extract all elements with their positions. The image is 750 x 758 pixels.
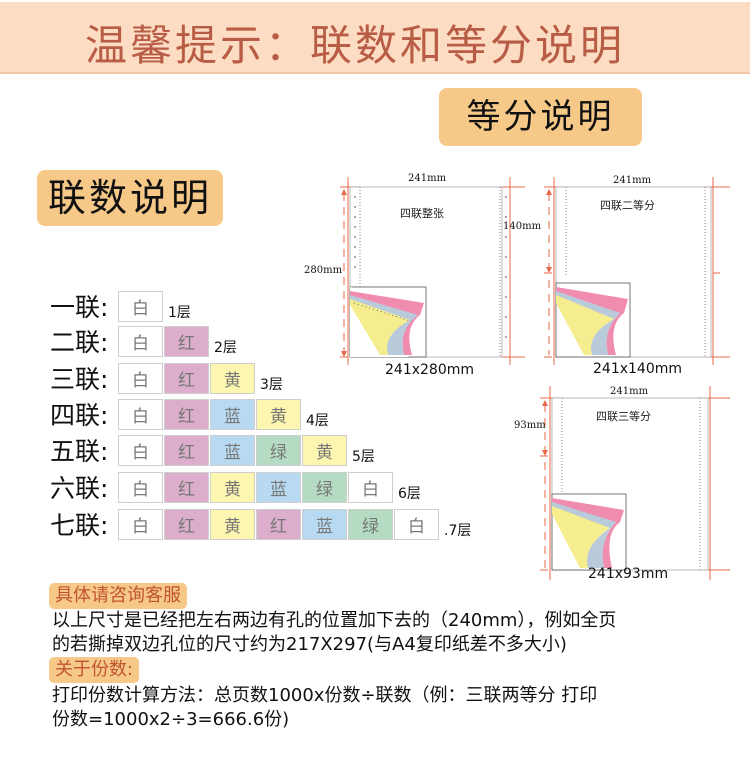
ply-color-box: 红	[164, 434, 209, 466]
ply-label: 七联:	[50, 511, 109, 540]
ply-label: 六联:	[50, 474, 109, 503]
ply-color-box: 白	[118, 362, 163, 394]
diagram-third-sheet: 241mm 四联三等分 93mm 241x93mm	[510, 382, 750, 587]
ply-label: 四联:	[50, 401, 109, 430]
ply-color-box: 白	[118, 325, 163, 357]
diagram-title: 四联二等分	[600, 199, 655, 212]
ply-label: 一联:	[50, 293, 109, 322]
ply-color-box: 蓝	[302, 508, 347, 540]
ply-color-box: 绿	[302, 471, 347, 503]
section-title-dengfen: 等分说明	[439, 88, 642, 146]
ply-row: 六联: 白红黄蓝绿白 6层	[50, 471, 421, 503]
ply-color-box: 白	[394, 508, 439, 540]
copies-note-line-1: 打印份数计算方法：总页数1000x份数÷联数（例：三联两等分 打印	[52, 685, 598, 706]
size-label: 241x280mm	[385, 362, 475, 378]
ply-color-box: 白	[118, 398, 163, 430]
ply-color-box: 蓝	[210, 434, 255, 466]
ply-row: 三联: 白红黄 3层	[50, 362, 283, 394]
ply-label: 三联:	[50, 365, 109, 394]
ply-color-box: 红	[164, 508, 209, 540]
ply-color-box: 红	[256, 508, 301, 540]
ply-color-box: 白	[118, 434, 163, 466]
ply-color-box: 黄	[210, 471, 255, 503]
ply-color-box: 红	[164, 471, 209, 503]
ply-count: .7层	[444, 523, 472, 539]
section-title-lianshu: 联数说明	[37, 170, 223, 226]
ply-count: 6层	[398, 486, 421, 502]
ply-label: 五联:	[50, 437, 109, 466]
ply-row: 一联: 白 1层	[50, 290, 191, 322]
ply-color-box: 红	[164, 398, 209, 430]
width-dimension: 241mm	[613, 175, 652, 186]
ply-color-box: 白	[118, 290, 163, 322]
half-height-dimension: 140mm	[503, 221, 542, 232]
consult-tag: 具体请咨询客服	[49, 583, 187, 609]
size-label: 241x93mm	[588, 566, 669, 582]
ply-count: 5层	[352, 449, 375, 465]
ply-color-box: 蓝	[256, 471, 301, 503]
height-dimension: 93mm	[514, 420, 546, 431]
ply-color-box: 黄	[302, 434, 347, 466]
height-dimension: 280mm	[304, 265, 343, 276]
size-note-line-1: 以上尺寸是已经把左右两边有孔的位置加下去的（240mm），例如全页	[52, 610, 617, 631]
ply-count: 1层	[168, 305, 191, 321]
page-title: 温馨提示：联数和等分说明	[84, 21, 625, 70]
ply-color-box: 白	[118, 471, 163, 503]
diagram-half-sheet: 241mm 四联二等分 241x140mm	[530, 165, 750, 380]
copies-note-line-2: 份数=1000x2÷3=666.6份)	[52, 709, 290, 730]
copies-tag: 关于份数:	[49, 657, 140, 683]
diagram-title: 四联整张	[400, 207, 444, 220]
ply-count: 2层	[214, 340, 237, 356]
size-label: 241x140mm	[593, 361, 683, 377]
ply-color-box: 红	[164, 362, 209, 394]
ply-row: 二联: 白红 2层	[50, 325, 237, 357]
ply-color-box: 蓝	[210, 398, 255, 430]
ply-color-box: 红	[164, 325, 209, 357]
ply-count: 3层	[260, 377, 283, 393]
ply-color-box: 黄	[210, 362, 255, 394]
ply-row: 四联: 白红蓝黄 4层	[50, 398, 329, 430]
continuous-paper-icon	[540, 386, 730, 580]
header-banner: 温馨提示：联数和等分说明	[0, 2, 750, 74]
ply-color-box: 绿	[256, 434, 301, 466]
width-dimension: 241mm	[408, 173, 447, 184]
width-dimension: 241mm	[610, 386, 649, 397]
ply-color-box: 绿	[348, 508, 393, 540]
continuous-paper-icon	[544, 177, 730, 365]
ply-count: 4层	[306, 413, 329, 429]
continuous-paper-icon	[340, 177, 525, 365]
size-note-line-2: 的若撕掉双边孔位的尺寸约为217X297(与A4复印纸差不多大小)	[52, 634, 567, 655]
ply-color-box: 黄	[210, 508, 255, 540]
ply-color-box: 白	[348, 471, 393, 503]
diagram-full-sheet: 241mm 四联整张 280mm 140mm 241x280mm	[300, 165, 541, 380]
ply-row: 七联: 白红黄红蓝绿白 .7层	[50, 508, 471, 540]
diagram-title: 四联三等分	[596, 410, 651, 423]
ply-color-box: 白	[118, 508, 163, 540]
ply-color-box: 黄	[256, 398, 301, 430]
ply-row: 五联: 白红蓝绿黄 5层	[50, 434, 375, 466]
ply-label: 二联:	[50, 328, 109, 357]
